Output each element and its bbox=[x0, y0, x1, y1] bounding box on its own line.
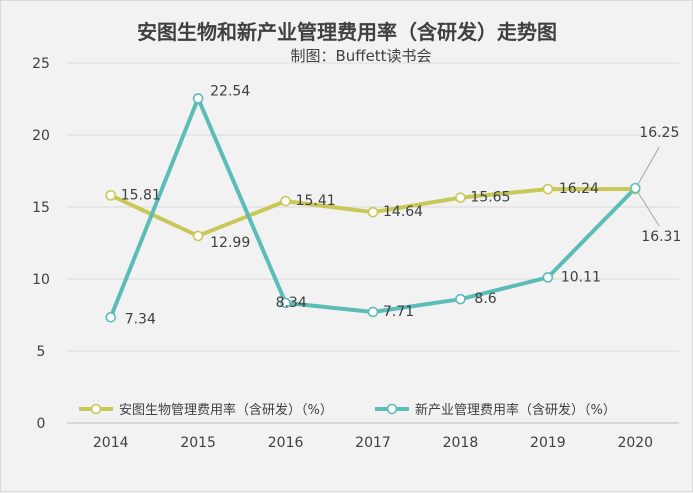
data-label: 10.11 bbox=[561, 269, 601, 285]
data-label: 12.99 bbox=[210, 235, 250, 251]
data-point bbox=[629, 182, 641, 194]
y-tick-label: 5 bbox=[37, 344, 46, 360]
y-tick-label: 25 bbox=[32, 56, 50, 72]
x-tick-label: 2014 bbox=[93, 435, 129, 451]
data-point bbox=[455, 192, 466, 203]
data-point bbox=[542, 272, 554, 283]
data-point bbox=[280, 195, 291, 207]
data-point bbox=[105, 190, 117, 201]
data-label: 15.65 bbox=[470, 190, 510, 206]
data-point bbox=[367, 206, 379, 218]
x-tick-label: 2018 bbox=[443, 435, 479, 451]
data-point bbox=[542, 183, 554, 195]
data-label: 7.71 bbox=[383, 304, 414, 320]
data-label: 16.31 bbox=[641, 229, 681, 245]
legend-label: 安图生物管理费用率（含研发）（%） bbox=[119, 402, 333, 418]
legend-marker bbox=[90, 403, 102, 415]
data-label: 8.34 bbox=[276, 295, 307, 311]
data-point bbox=[192, 93, 204, 104]
y-tick-label: 20 bbox=[32, 128, 50, 144]
chart-subtitle: 制图：Buffett读书会 bbox=[290, 47, 431, 65]
data-label: 15.81 bbox=[121, 187, 161, 203]
data-label: 15.41 bbox=[296, 193, 336, 209]
x-tick-label: 2020 bbox=[617, 435, 653, 451]
y-tick-label: 10 bbox=[32, 272, 50, 288]
data-label: 22.54 bbox=[210, 83, 250, 99]
data-label: 16.24 bbox=[559, 181, 599, 197]
y-tick-label: 0 bbox=[37, 416, 46, 432]
label-leader-line bbox=[634, 187, 660, 227]
data-label: 7.34 bbox=[125, 311, 156, 327]
data-point bbox=[192, 230, 204, 242]
legend-marker bbox=[386, 403, 398, 415]
x-tick-label: 2016 bbox=[268, 435, 304, 451]
x-tick-label: 2017 bbox=[355, 435, 391, 451]
data-point bbox=[105, 312, 117, 323]
data-point bbox=[280, 297, 291, 309]
data-point bbox=[367, 306, 379, 318]
x-tick-label: 2019 bbox=[530, 435, 566, 451]
data-label: 16.25 bbox=[639, 125, 679, 141]
data-label: 14.64 bbox=[383, 204, 423, 220]
y-tick-label: 15 bbox=[32, 200, 50, 216]
x-tick-label: 2015 bbox=[180, 435, 216, 451]
data-point bbox=[455, 293, 466, 305]
legend-label: 新产业管理费用率（含研发）（%） bbox=[415, 402, 616, 418]
data-label: 8.6 bbox=[474, 291, 496, 307]
chart-title: 安图生物和新产业管理费用率（含研发）走势图 bbox=[137, 20, 557, 44]
label-leader-line bbox=[634, 146, 660, 190]
